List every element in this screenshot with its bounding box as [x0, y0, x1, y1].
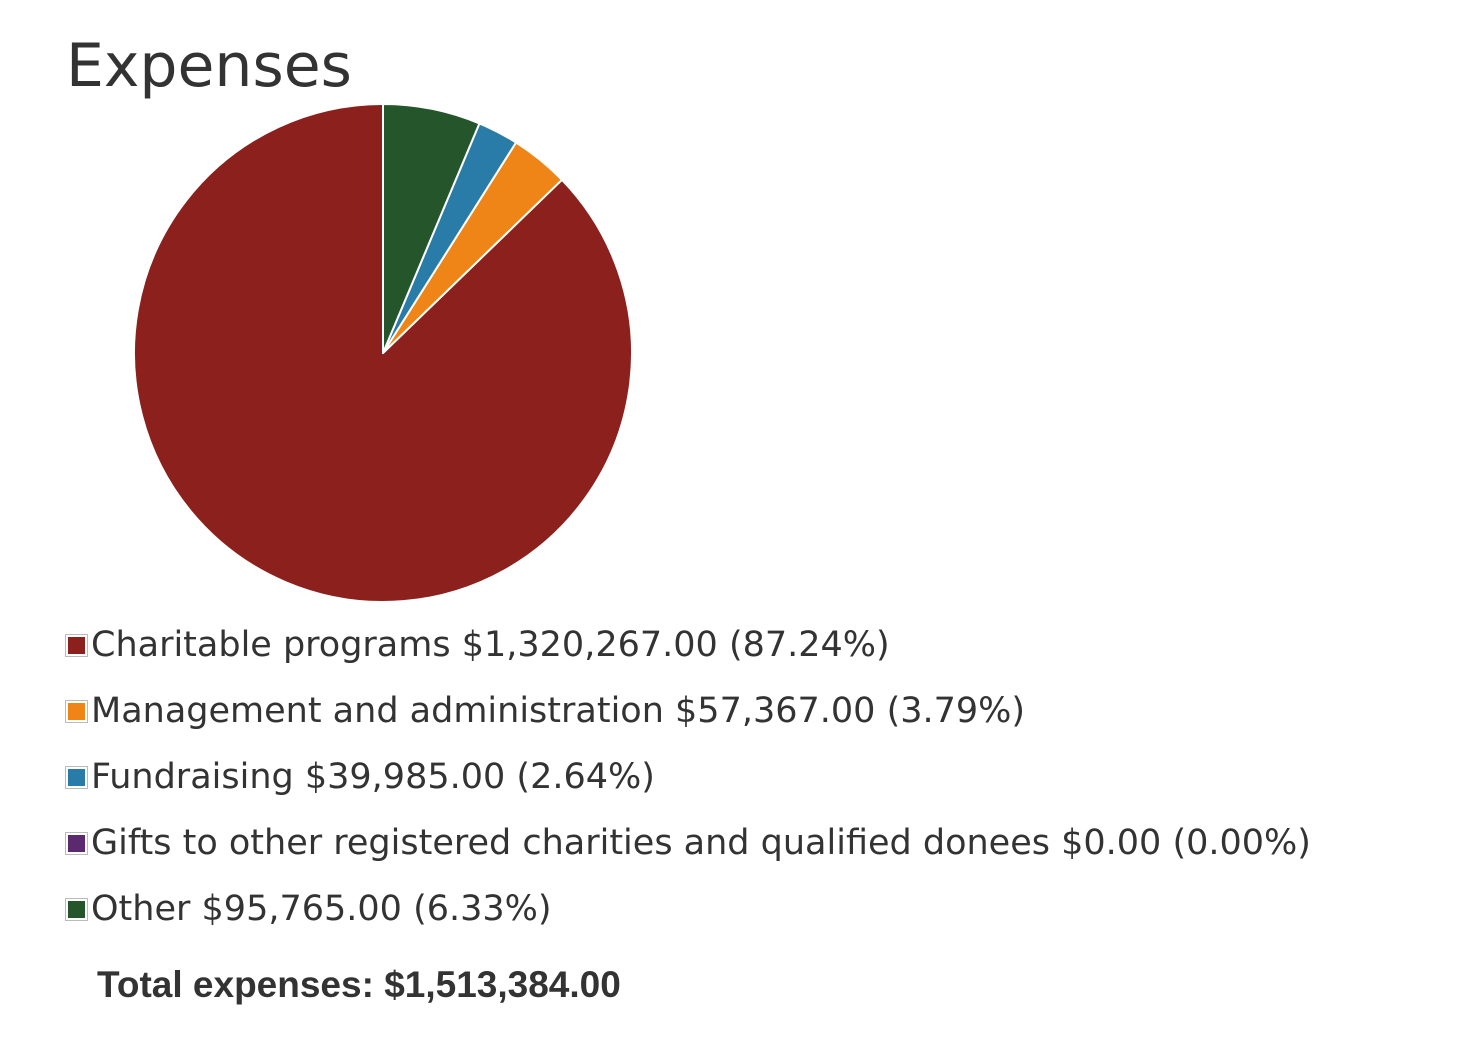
- total-label: Total expenses:: [97, 964, 374, 1005]
- legend-label: Fundraising $39,985.00 (2.64%): [91, 757, 655, 797]
- legend-swatch: [65, 633, 88, 657]
- legend-item-other[interactable]: Other $95,765.00 (6.33%): [65, 876, 1311, 942]
- total-expenses: Total expenses: $1,513,384.00: [97, 964, 621, 1006]
- legend-label: Other $95,765.00 (6.33%): [91, 889, 552, 929]
- legend-item-gifts[interactable]: Gifts to other registered charities and …: [65, 810, 1311, 876]
- legend-label: Charitable programs $1,320,267.00 (87.24%): [91, 625, 890, 665]
- legend-swatch: [65, 699, 88, 723]
- pie-slice-other[interactable]: [382, 103, 481, 354]
- chart-title: Expenses: [66, 31, 352, 101]
- legend-swatch: [65, 831, 88, 855]
- legend-swatch: [65, 765, 88, 789]
- legend-swatch: [65, 897, 88, 921]
- total-value: $1,513,384.00: [384, 964, 621, 1005]
- legend: Charitable programs $1,320,267.00 (87.24%)…: [65, 612, 1311, 942]
- legend-item-charitable-programs[interactable]: Charitable programs $1,320,267.00 (87.24%): [65, 612, 1311, 678]
- legend-item-fundraising[interactable]: Fundraising $39,985.00 (2.64%): [65, 744, 1311, 810]
- legend-item-management-administration[interactable]: Management and administration $57,367.00(…: [65, 678, 1311, 744]
- legend-label: Gifts to other registered charities and …: [91, 823, 1311, 863]
- legend-label: Management and administration $57,367.00(…: [91, 691, 1026, 731]
